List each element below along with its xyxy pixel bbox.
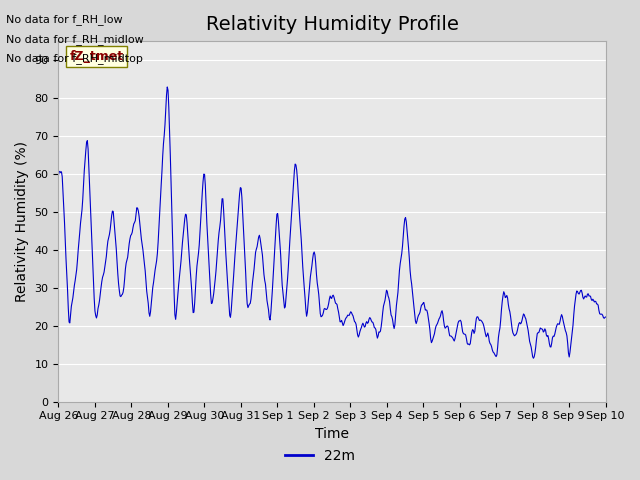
X-axis label: Time: Time: [315, 427, 349, 441]
Text: No data for f_RH_midlow: No data for f_RH_midlow: [6, 34, 144, 45]
Title: Relativity Humidity Profile: Relativity Humidity Profile: [205, 15, 458, 34]
Text: No data for f_RH_low: No data for f_RH_low: [6, 14, 123, 25]
Y-axis label: Relativity Humidity (%): Relativity Humidity (%): [15, 141, 29, 302]
Text: fZ_tmet: fZ_tmet: [69, 50, 124, 63]
Text: No data for f_RH_midtop: No data for f_RH_midtop: [6, 53, 143, 64]
Legend: 22m: 22m: [280, 443, 360, 468]
